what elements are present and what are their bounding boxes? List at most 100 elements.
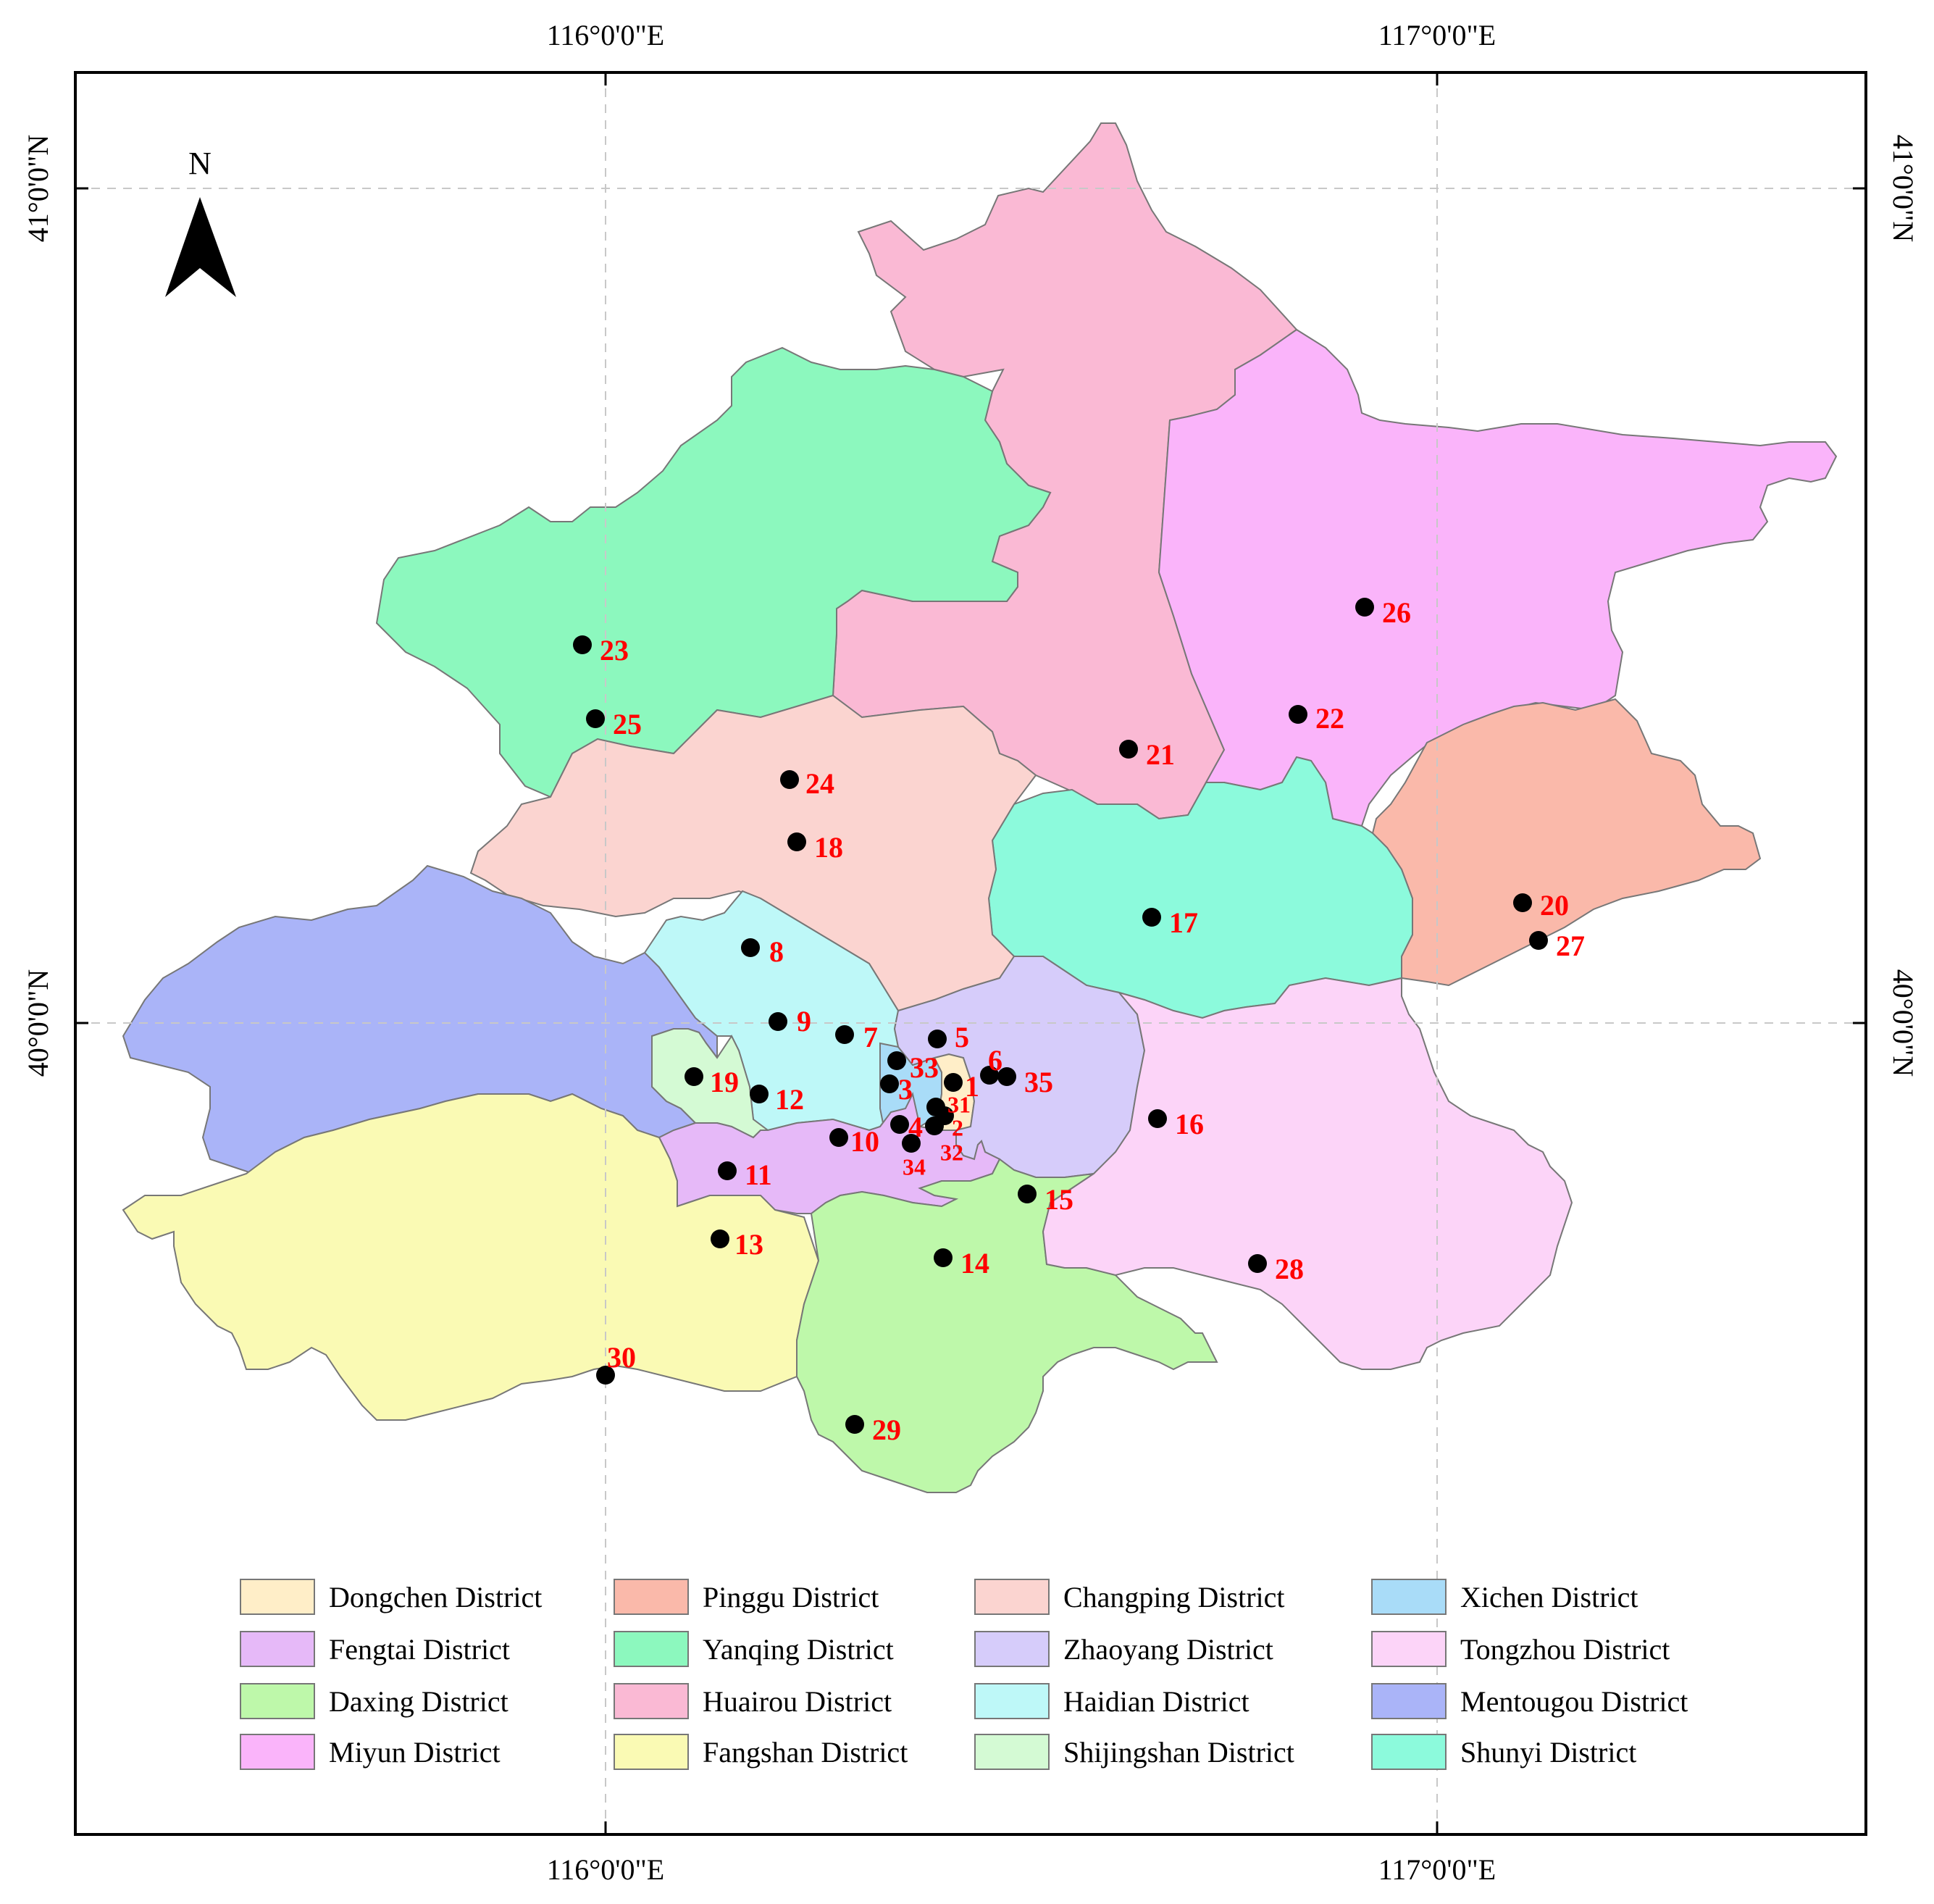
site-label-19: 19 xyxy=(710,1066,739,1098)
site-31: 31 xyxy=(926,1091,971,1117)
site-27: 27 xyxy=(1529,930,1585,962)
legend-item-shijingshan: Shijingshan District xyxy=(974,1734,1294,1770)
site-label-11: 11 xyxy=(745,1158,772,1191)
site-32: 32 xyxy=(925,1116,963,1165)
district-daxing xyxy=(796,1158,1218,1493)
site-label-24: 24 xyxy=(805,767,834,800)
site-marker-35 xyxy=(997,1067,1016,1086)
site-marker-1 xyxy=(944,1073,963,1092)
site-label-10: 10 xyxy=(850,1125,879,1158)
legend-swatch-dongchen xyxy=(240,1579,315,1615)
site-marker-15 xyxy=(1018,1185,1037,1203)
legend-item-changping: Changping District xyxy=(974,1579,1285,1615)
coord-right-40: 40°0'0"N xyxy=(1887,969,1920,1077)
site-marker-7 xyxy=(835,1025,854,1044)
site-label-17: 17 xyxy=(1169,906,1198,939)
legend-swatch-yanqing xyxy=(614,1631,689,1667)
site-marker-28 xyxy=(1248,1254,1267,1273)
site-label-6: 6 xyxy=(988,1044,1002,1077)
site-29: 29 xyxy=(845,1414,901,1446)
site-label-9: 9 xyxy=(797,1005,811,1037)
legend-label-shunyi: Shunyi District xyxy=(1460,1736,1636,1769)
site-label-27: 27 xyxy=(1556,930,1585,962)
site-label-13: 13 xyxy=(734,1228,763,1261)
site-marker-22 xyxy=(1289,705,1307,724)
site-21: 21 xyxy=(1119,738,1175,771)
legend-label-yanqing: Yanqing District xyxy=(703,1633,894,1666)
site-marker-24 xyxy=(780,770,799,789)
site-marker-31 xyxy=(926,1098,945,1116)
legend-swatch-changping xyxy=(974,1579,1050,1615)
site-34: 34 xyxy=(902,1134,926,1179)
site-10: 10 xyxy=(829,1125,879,1158)
legend-swatch-zhaoyang xyxy=(974,1631,1050,1667)
site-8: 8 xyxy=(741,935,784,968)
site-label-3: 3 xyxy=(898,1073,913,1106)
north-arrow-label: N xyxy=(188,146,212,181)
legend-swatch-haidian xyxy=(974,1683,1050,1719)
site-marker-14 xyxy=(934,1248,953,1267)
legend-label-fangshan: Fangshan District xyxy=(703,1736,908,1769)
legend-item-mentougou: Mentougou District xyxy=(1371,1683,1688,1719)
site-3: 3 xyxy=(880,1073,913,1106)
site-33: 33 xyxy=(887,1051,939,1084)
site-marker-3 xyxy=(880,1074,899,1093)
coord-left-41: 41°0'0"N xyxy=(22,135,54,242)
site-15: 15 xyxy=(1018,1183,1073,1216)
site-marker-9 xyxy=(769,1012,787,1031)
site-13: 13 xyxy=(711,1228,763,1261)
legend-swatch-pinggu xyxy=(614,1579,689,1615)
site-label-29: 29 xyxy=(872,1414,901,1446)
legend-label-xichen: Xichen District xyxy=(1460,1581,1638,1613)
site-marker-26 xyxy=(1355,598,1374,617)
site-marker-12 xyxy=(750,1085,769,1103)
legend-swatch-shijingshan xyxy=(974,1734,1050,1770)
north-arrow: N xyxy=(165,146,236,297)
legend-item-haidian: Haidian District xyxy=(974,1683,1249,1719)
site-marker-33 xyxy=(887,1051,906,1070)
district-polygons xyxy=(122,122,1838,1493)
legend-item-dongchen: Dongchen District xyxy=(240,1579,542,1615)
site-marker-21 xyxy=(1119,740,1138,759)
legend-label-zhaoyang: Zhaoyang District xyxy=(1063,1633,1273,1666)
site-17: 17 xyxy=(1142,906,1198,939)
legend-swatch-shunyi xyxy=(1371,1734,1447,1770)
north-arrow-left-half xyxy=(165,197,200,297)
site-9: 9 xyxy=(769,1005,811,1037)
site-25: 25 xyxy=(586,708,642,740)
site-19: 19 xyxy=(685,1066,739,1098)
legend-label-shijingshan: Shijingshan District xyxy=(1063,1736,1294,1769)
site-11: 11 xyxy=(718,1158,772,1191)
site-label-21: 21 xyxy=(1146,738,1175,771)
legend-swatch-mentougou xyxy=(1371,1683,1447,1719)
site-14: 14 xyxy=(934,1247,989,1279)
coord-top-117: 117°0'0"E xyxy=(1378,19,1496,51)
site-label-30: 30 xyxy=(607,1341,636,1374)
site-label-20: 20 xyxy=(1540,889,1569,922)
frame-ticks xyxy=(75,72,1866,1834)
legend-swatch-xichen xyxy=(1371,1579,1447,1615)
site-marker-13 xyxy=(711,1229,729,1248)
site-marker-6 xyxy=(980,1066,999,1085)
legend-item-fengtai: Fengtai District xyxy=(240,1631,510,1667)
legend-swatch-huairou xyxy=(614,1683,689,1719)
site-label-32: 32 xyxy=(940,1139,963,1165)
site-20: 20 xyxy=(1513,889,1569,922)
site-marker-5 xyxy=(928,1030,947,1048)
district-miyun xyxy=(1158,328,1838,827)
site-marker-19 xyxy=(685,1067,703,1086)
legend-swatch-tongzhou xyxy=(1371,1631,1447,1667)
monitoring-sites: 1234567891011121314151617181920212223242… xyxy=(573,596,1585,1446)
site-marker-27 xyxy=(1529,931,1548,950)
legend-item-yanqing: Yanqing District xyxy=(614,1631,894,1667)
legend-label-pinggu: Pinggu District xyxy=(703,1581,879,1613)
legend-label-mentougou: Mentougou District xyxy=(1460,1685,1688,1718)
site-label-1: 1 xyxy=(965,1070,979,1103)
legend-label-dongchen: Dongchen District xyxy=(329,1581,542,1613)
legend-item-pinggu: Pinggu District xyxy=(614,1579,879,1615)
legend-item-xichen: Xichen District xyxy=(1371,1579,1638,1615)
site-1: 1 xyxy=(944,1070,979,1103)
legend-item-tongzhou: Tongzhou District xyxy=(1371,1631,1670,1667)
site-marker-20 xyxy=(1513,893,1532,912)
